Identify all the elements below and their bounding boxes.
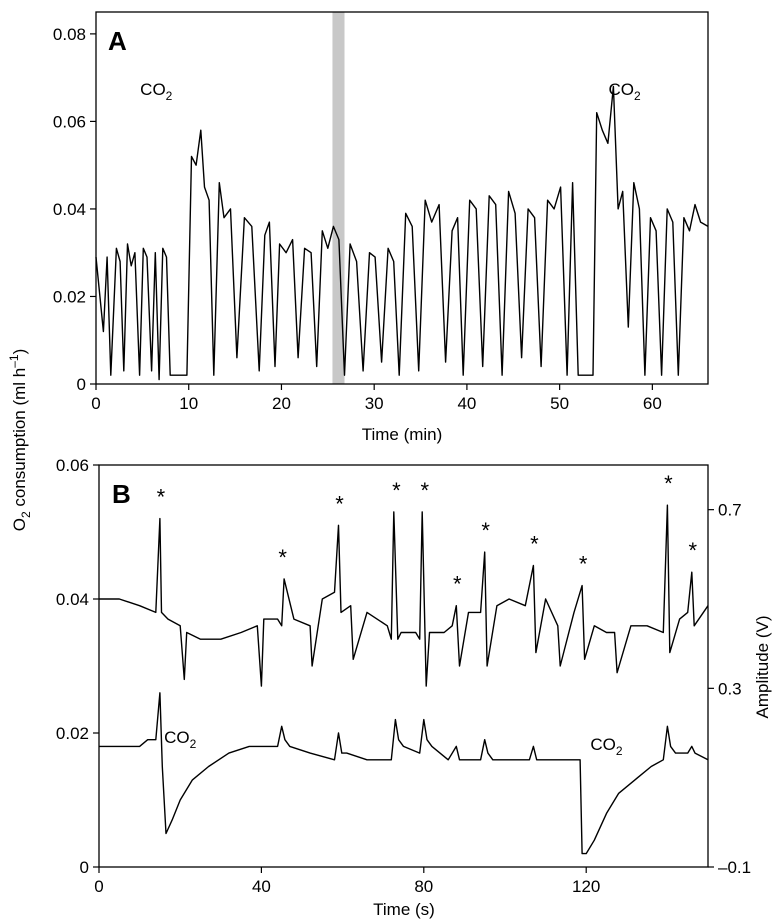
co2-annotation: CO2: [608, 80, 641, 103]
y-tick-label: 0.08: [53, 25, 86, 44]
y-tick-label: 0.02: [53, 287, 86, 306]
y-tick-label: 0: [77, 375, 86, 394]
significance-star: *: [421, 478, 430, 503]
y-tick-label: 0.04: [53, 200, 86, 219]
significance-star: *: [157, 485, 166, 510]
panel-letter-b: B: [112, 479, 131, 509]
significance-star: *: [664, 471, 673, 496]
y-tick-label: 0.06: [53, 112, 86, 131]
significance-stars: * * * * * * * * * * *: [157, 471, 698, 597]
plot-frame-a: [95, 11, 709, 385]
plot-area-b: [99, 504, 709, 855]
x-tick-label: 0: [94, 877, 103, 896]
x-tick-label: 60: [643, 394, 662, 413]
x-axis-label-a: Time (min): [362, 425, 443, 444]
y2-tick-label: –0.1: [718, 858, 751, 877]
significance-star: *: [579, 552, 588, 577]
x-tick-label: 80: [414, 877, 433, 896]
x-tick-label: 30: [365, 394, 384, 413]
x-axis-label-b: Time (s): [373, 900, 435, 919]
y-tick-label: 0: [80, 858, 89, 877]
ticks-a: 0 10 20 30 40 50 60 0 0.02 0.04 0.06 0.08: [53, 25, 662, 413]
panel-a: 0 10 20 30 40 50 60 0 0.02 0.04 0.06 0.08 A Time (m…: [53, 11, 709, 444]
y2-axis-label-b: Amplitude (V): [753, 616, 772, 719]
plot-area-a: [95, 85, 709, 381]
x-tick-label: 40: [252, 877, 271, 896]
x-tick-label: 120: [572, 877, 600, 896]
x-tick-label: 50: [550, 394, 569, 413]
plot-frame-b: [98, 464, 709, 868]
x-tick-label: 40: [457, 394, 476, 413]
co2-annotation: CO2: [140, 80, 173, 103]
y-tick-label: 0.02: [56, 724, 89, 743]
series-line-2: [99, 692, 709, 855]
y-tick-label: 0.04: [56, 590, 89, 609]
ticks-b: 0 40 80 120 0 0.02 0.04 0.06 –0.1 0.3 0.7: [56, 456, 751, 896]
significance-star: *: [481, 518, 490, 543]
annotations-b: CO2 CO2: [164, 728, 623, 758]
y2-tick-label: 0.3: [718, 679, 742, 698]
significance-star: *: [530, 532, 539, 557]
significance-star: *: [392, 478, 401, 503]
shared-y-axis-label: O2 consumption (ml h–1): [7, 349, 33, 532]
series-line-1: [99, 504, 709, 687]
co2-annotation: CO2: [590, 735, 623, 758]
significance-star: *: [688, 538, 697, 563]
y2-tick-label: 0.7: [718, 501, 742, 520]
significance-star: *: [278, 545, 287, 570]
x-tick-label: 20: [272, 394, 291, 413]
series-line-1: [95, 85, 709, 381]
x-tick-label: 10: [179, 394, 198, 413]
significance-star: *: [335, 491, 344, 516]
y-tick-label: 0.06: [56, 456, 89, 475]
co2-annotation: CO2: [164, 728, 197, 751]
annotations-a: CO2 CO2: [140, 80, 641, 103]
x-tick-label: 0: [91, 394, 100, 413]
significance-star: *: [453, 572, 462, 597]
panel-letter-a: A: [108, 26, 127, 56]
